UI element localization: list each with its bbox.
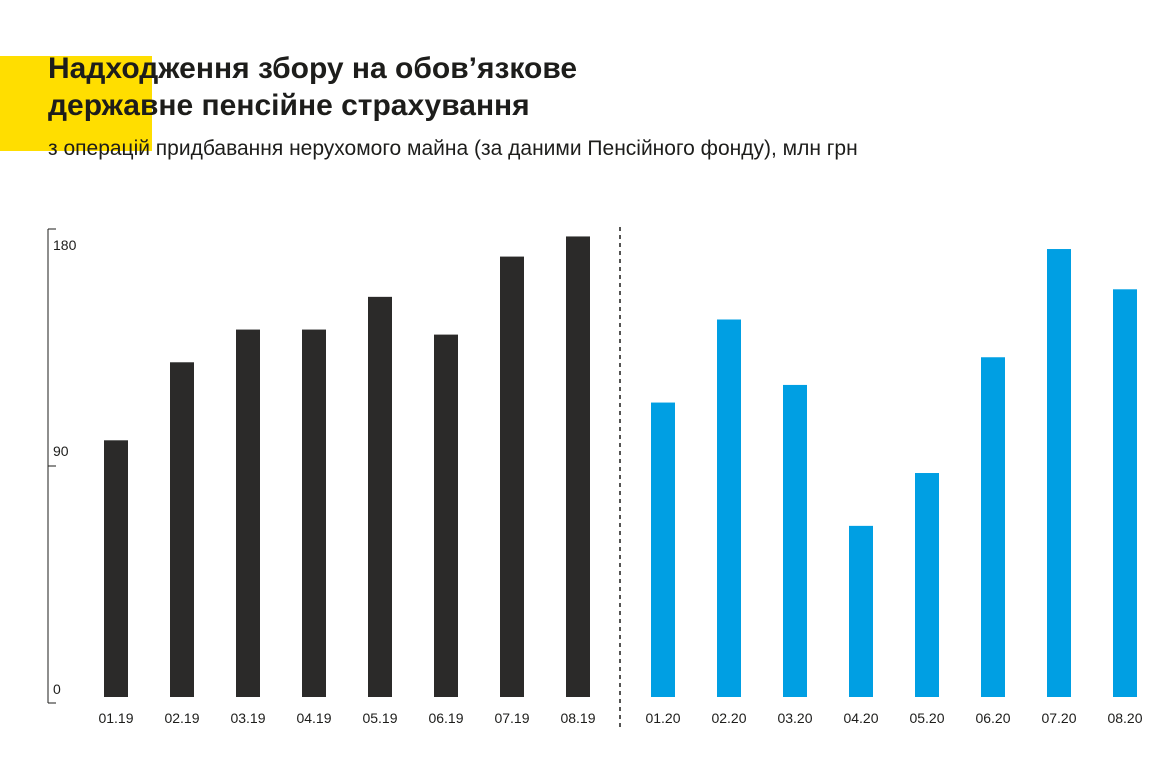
bar-07.19 — [500, 256, 524, 697]
bar-08.19 — [566, 236, 590, 697]
y-tick-label: 180 — [53, 237, 77, 253]
chart-title: Надходження збору на обов’язкове державн… — [48, 50, 577, 124]
bar-06.19 — [434, 334, 458, 697]
x-tick-label: 07.19 — [494, 710, 529, 726]
bar-05.20 — [915, 473, 939, 697]
bar-06.20 — [981, 357, 1005, 697]
bar-03.19 — [236, 329, 260, 697]
x-tick-label: 03.20 — [777, 710, 812, 726]
x-tick-label: 03.19 — [230, 710, 265, 726]
x-tick-label: 04.20 — [843, 710, 878, 726]
x-tick-label: 05.20 — [909, 710, 944, 726]
chart-title-line-1: Надходження збору на обов’язкове — [48, 52, 578, 85]
x-tick-label: 02.19 — [164, 710, 199, 726]
bar-04.19 — [302, 329, 326, 697]
y-tick-label: 0 — [53, 681, 61, 697]
bar-04.20 — [849, 525, 873, 697]
bar-07.20 — [1047, 249, 1071, 698]
bar-01.19 — [104, 440, 128, 697]
accent-block — [0, 56, 152, 151]
bar-08.20 — [1113, 289, 1137, 697]
bar-02.20 — [717, 319, 741, 697]
bar-03.20 — [783, 384, 807, 697]
x-tick-label: 06.19 — [428, 710, 463, 726]
x-tick-label: 08.20 — [1107, 710, 1142, 726]
x-tick-label: 01.20 — [645, 710, 680, 726]
bar-01.20 — [651, 402, 675, 697]
x-tick-label: 07.20 — [1041, 710, 1076, 726]
x-tick-label: 06.20 — [975, 710, 1010, 726]
bar-02.19 — [170, 362, 194, 697]
x-tick-label: 02.20 — [711, 710, 746, 726]
chart-title-line-2: державне пенсійне страхування — [48, 89, 530, 122]
y-tick-label: 90 — [53, 443, 69, 459]
bar-05.19 — [368, 296, 392, 697]
x-tick-label: 05.19 — [362, 710, 397, 726]
chart-subtitle: з операцій придбавання нерухомого майна … — [48, 137, 858, 160]
x-tick-label: 01.19 — [98, 710, 133, 726]
x-tick-label: 04.19 — [296, 710, 331, 726]
x-tick-label: 08.19 — [560, 710, 595, 726]
